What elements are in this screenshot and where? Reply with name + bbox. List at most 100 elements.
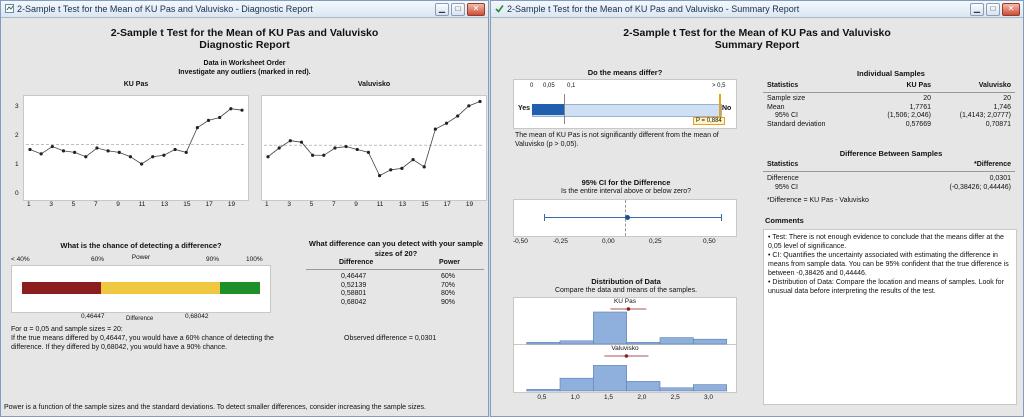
indiv-heading: Individual Samples (857, 69, 925, 78)
power-tick: < 40% (11, 256, 30, 263)
data-point (151, 155, 155, 159)
ci-heading: 95% CI for the Difference (581, 178, 671, 187)
data-point (344, 144, 348, 149)
minimize-button[interactable]: ▁ (435, 3, 449, 16)
valu-chart-label: Valuvisko (357, 81, 391, 88)
alpha-marker (564, 94, 565, 124)
comment-test: • Test: There is not enough evidence to … (768, 234, 1004, 250)
indiv-stat-name: Standard deviation (767, 120, 826, 128)
x-tick: 1 (265, 201, 269, 208)
hist-valu-label: Valuvisko (611, 345, 639, 352)
x-tick: 5 (309, 201, 314, 208)
x-tick: 5 (71, 201, 76, 208)
data-point (50, 144, 54, 149)
histogram-bar (559, 340, 594, 345)
data-point (433, 127, 437, 131)
power-bar-mid (101, 282, 220, 294)
dist-subheading: Compare the data and means of the sample… (554, 287, 698, 294)
checkmark-icon (495, 5, 504, 13)
data-point (84, 155, 88, 159)
close-button[interactable]: ✕ (1002, 3, 1020, 16)
data-point (478, 99, 482, 104)
series-line (267, 101, 481, 177)
power-tick: 60% (91, 256, 105, 263)
data-point (333, 146, 337, 150)
table-cell-difference: 0,52139 (341, 281, 367, 289)
diffbs-value: (-0,38426; 0,44446) (949, 184, 1012, 191)
data-point (240, 108, 244, 112)
table-header-power: Power (439, 259, 461, 266)
data-point (229, 107, 233, 111)
observed-difference: Observed difference = 0,0301 (344, 335, 437, 342)
histogram-bar (626, 342, 661, 345)
minimize-button[interactable]: ▁ (970, 3, 984, 16)
data-point (389, 168, 393, 172)
p-value-marker (719, 94, 721, 120)
diffbs-stat-name: 95% CI (775, 184, 798, 191)
ci-lower-cap (544, 214, 545, 221)
maximize-button[interactable]: □ (451, 3, 465, 16)
diffbs-stat-name: Difference (767, 175, 799, 182)
histogram-bar (693, 384, 727, 392)
x-tick: 11 (138, 201, 146, 208)
diffbs-col-diff: *Difference (974, 161, 1011, 168)
comments-heading: Comments (765, 216, 804, 225)
indiv-col-ku: KU Pas (906, 82, 931, 89)
data-point (400, 166, 404, 170)
data-point (206, 118, 211, 122)
ci-upper-cap (721, 214, 722, 221)
table-cell-power: 70% (441, 281, 456, 289)
detect-diff-heading: What difference can you detect with your… (308, 239, 484, 258)
data-point (106, 149, 110, 153)
ci-tick: -0,25 (553, 238, 568, 245)
data-point (28, 147, 32, 152)
indiv-valu-value: 0,70871 (985, 120, 1011, 128)
histogram-bar (593, 365, 627, 392)
close-button[interactable]: ✕ (467, 3, 485, 16)
summary-report-window: 2-Sample t Test for the Mean of KU Pas a… (490, 0, 1024, 417)
data-point (128, 155, 133, 159)
indiv-ku-value: 1,7761 (909, 103, 931, 111)
pscale-tick-2: 0,1 (567, 83, 576, 89)
pscale-tick-3: > 0,5 (712, 83, 726, 89)
histogram-bar (593, 311, 627, 345)
comment-distribution: • Distribution of Data: Compare the loca… (768, 279, 1004, 295)
indiv-valu-value: 20 (1003, 95, 1011, 102)
indiv-valu-value: 1,746 (993, 103, 1011, 111)
diffbs-heading: Difference Between Samples (839, 149, 943, 158)
data-point (456, 114, 460, 118)
ku-time-series-chart (23, 95, 249, 201)
y-tick: 0 (15, 190, 19, 197)
data-point (162, 153, 166, 157)
alpha-text: For α = 0,05 and sample sizes = 20: (11, 326, 123, 333)
diagnostic-titlebar[interactable]: 2-Sample t Test for the Mean of KU Pas a… (1, 1, 488, 18)
indiv-stat-name: Sample size (767, 95, 806, 102)
ci-subheading: Is the entire interval above or below ze… (561, 188, 691, 195)
data-point (218, 115, 222, 120)
diffbs-value: 0,0301 (989, 175, 1011, 182)
ci-tick: 0,00 (602, 238, 615, 245)
indiv-col-stat: Statistics (767, 82, 799, 89)
data-point (73, 150, 77, 154)
order-heading: Data in Worksheet Order (203, 60, 286, 67)
maximize-button[interactable]: □ (986, 3, 1000, 16)
distribution-chart: KU Pas Valuvisko (513, 297, 737, 393)
x-tick: 15 (183, 201, 191, 208)
y-tick: 2 (15, 131, 19, 139)
x-tick: 3 (287, 201, 291, 208)
dist-heading: Distribution of Data (591, 277, 661, 286)
power-tick: 90% (206, 256, 220, 263)
differ-heading: Do the means differ? (587, 68, 663, 77)
summary-titlebar[interactable]: 2-Sample t Test for the Mean of KU Pas a… (491, 1, 1023, 18)
histogram-bar (693, 338, 727, 345)
pscale-tick-1: 0,05 (543, 83, 555, 89)
indiv-ku-value: 0,57669 (905, 120, 931, 128)
summary-window-title: 2-Sample t Test for the Mean of KU Pas a… (507, 4, 800, 14)
report-title: 2-Sample t Test for the Mean of KU Pas a… (110, 27, 379, 39)
diffbs-divider (763, 171, 1015, 172)
x-tick: 13 (398, 201, 407, 208)
table-cell-difference: 0,46447 (341, 273, 367, 280)
power-explanation: If the true means differed by 0,46447, y… (11, 335, 274, 351)
x-tick: 15 (421, 201, 429, 208)
diff-tick-1: 0,46447 (81, 313, 105, 320)
